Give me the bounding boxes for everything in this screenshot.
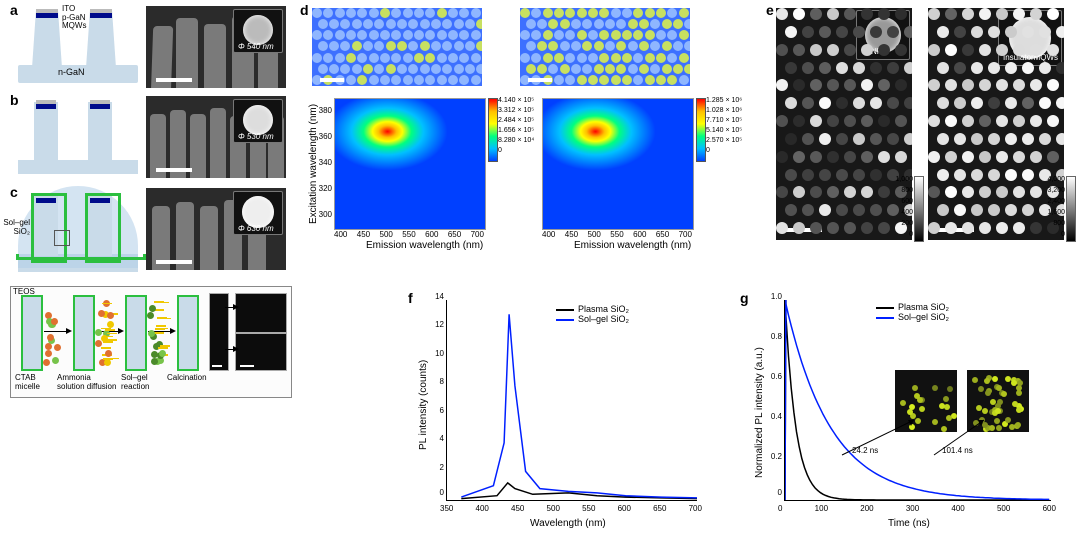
- schematic-b-pillar2: [88, 102, 112, 162]
- schematic-a-mqw1: [36, 13, 58, 18]
- step1: CTAB micelle: [15, 373, 40, 391]
- label-mqws: MQWs: [62, 21, 86, 30]
- panel-f-label: f: [408, 290, 413, 306]
- label-solgel: Sol–gel SiO₂: [0, 218, 30, 236]
- ple-right: [542, 98, 694, 230]
- panel-a-label: a: [10, 2, 18, 18]
- step2: Ammonia solution diffusion: [57, 373, 116, 391]
- ple-left: [334, 98, 486, 230]
- panel-d-label: d: [300, 2, 309, 18]
- teos-label: TEOS: [13, 287, 35, 296]
- colorbar-left: [488, 98, 498, 162]
- gray-right-ticks: 4,0003,2002,4001,6008000: [1041, 174, 1065, 240]
- label-ito: ITO: [62, 4, 75, 13]
- tem-rod: [209, 293, 229, 371]
- schematic-a-pillar1: [32, 10, 62, 68]
- g-xticks: 0100200300400500600: [778, 504, 1056, 513]
- pl-chart: [446, 300, 697, 501]
- f-ylabel: PL intensity (counts): [418, 360, 429, 450]
- colorbar-right: [696, 98, 706, 162]
- gray-cbar-right: [1066, 176, 1076, 242]
- ple-xlabel: Emission wavelength (nm): [366, 240, 483, 251]
- solgel-coat-2: [85, 193, 121, 263]
- label-ngan: n-GaN: [58, 67, 85, 77]
- sem-b: Φ 530 nm: [146, 96, 286, 178]
- schematic-a-ito1: [36, 9, 58, 13]
- f-xlabel: Wavelength (nm): [530, 518, 606, 529]
- ple-right-xticks: 400450500550600650700: [542, 230, 692, 239]
- sem-c-phi: Φ 630 nm: [238, 224, 274, 233]
- schematic-a-ito2: [90, 9, 112, 13]
- sem-b-phi: Φ 530 nm: [238, 132, 274, 141]
- sem-a-phi: Φ 540 nm: [238, 42, 274, 51]
- sem-a: Φ 540 nm: [146, 6, 286, 88]
- cbar-left-ticks: 4.140 × 10⁵ 3.312 × 10⁵ 2.484 × 10⁵ 1.65…: [498, 96, 534, 156]
- cbar-right-ticks: 1.285 × 10⁶ 1.028 × 10⁶ 7.710 × 10⁵ 5.14…: [706, 96, 742, 156]
- ple-left-xticks: 400450500550600650700: [334, 230, 484, 239]
- schematic-a-mqw2: [90, 13, 112, 18]
- f-legend: Plasma SiO₂ Sol–gel SiO₂: [556, 304, 629, 324]
- ple-xlabel2: Emission wavelength (nm): [574, 240, 691, 251]
- process-inset: TEOS CTAB micelle Ammonia solution diffu…: [10, 286, 292, 398]
- tem-top: [235, 293, 287, 333]
- schematic-b-pillar1: [34, 102, 58, 162]
- ple-yticks: 380 360 340 320 300: [314, 98, 332, 228]
- schematic-b-substrate: [18, 160, 138, 174]
- pl-map-right: [520, 8, 690, 86]
- panel-g-label: g: [740, 290, 749, 306]
- tem-bottom: [235, 333, 287, 371]
- sem-c: Φ 630 nm: [146, 188, 286, 270]
- gray-cbar-left: [914, 176, 924, 242]
- panel-b-label: b: [10, 92, 19, 108]
- gray-left-ticks: 1,0008006004002000: [889, 174, 913, 240]
- schematic-a-pillar2: [86, 10, 116, 68]
- step3: Sol–gel reaction: [121, 373, 149, 391]
- panel-e-label: e: [766, 2, 774, 18]
- pl-map-left: [312, 8, 482, 86]
- g-xlabel: Time (ns): [888, 518, 930, 529]
- g-ylabel: Normalized PL intensity (a.u.): [754, 347, 765, 478]
- step4: Calcination: [167, 373, 207, 382]
- solgel-coat-1: [31, 193, 67, 263]
- panel-c-label: c: [10, 184, 18, 200]
- f-xticks: 350400450500550600650700: [440, 504, 702, 513]
